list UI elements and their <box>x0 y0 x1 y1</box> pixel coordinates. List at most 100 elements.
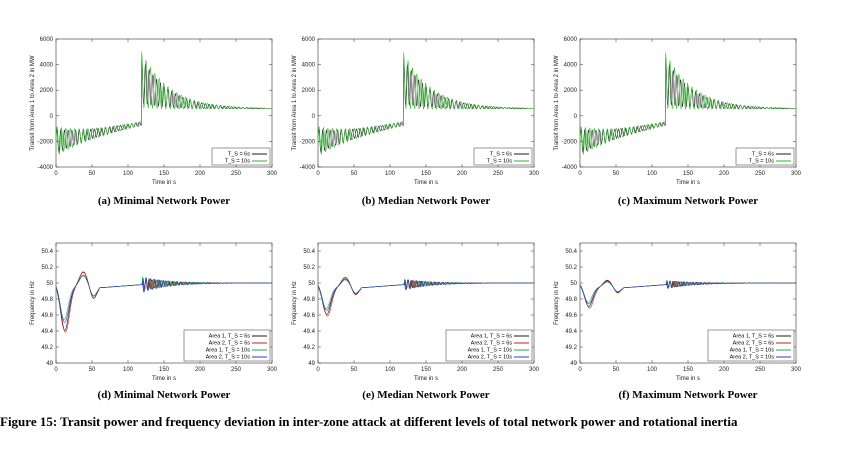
x-tick-label: 150 <box>159 367 170 373</box>
x-tick-label: 150 <box>683 367 694 373</box>
y-tick-label: 6000 <box>564 37 578 43</box>
y-tick-label: 0 <box>574 114 578 120</box>
legend-label: T_S = 6s <box>228 152 250 158</box>
x-tick-label: 0 <box>578 171 582 177</box>
y-tick-label: -2000 <box>300 139 316 145</box>
chart-f: 0 50 100 150 200 250 300 49 49.2 49.4 49.6 49.8 50 50… <box>554 242 802 401</box>
y-tick-label: 50.2 <box>41 265 53 271</box>
y-tick-label: 49.6 <box>565 313 577 319</box>
legend-label: T_S = 6s <box>490 152 512 158</box>
y-tick-label: 49.8 <box>41 297 53 303</box>
x-tick-label: 200 <box>719 171 730 177</box>
x-axis-label: Time in s <box>152 376 176 382</box>
legend-box <box>183 329 271 362</box>
chart-c: 0 50 100 150 200 250 300 -4000 -2000 0 2000 4000 600… <box>554 37 802 207</box>
x-axis-label: Time in s <box>414 376 438 382</box>
y-tick-label: 2000 <box>564 88 578 94</box>
y-tick-label: 49.8 <box>565 297 577 303</box>
x-tick-label: 250 <box>755 171 766 177</box>
legend-label: Area 2, T_S = 6s <box>733 341 775 347</box>
y-tick-label: 49.6 <box>303 313 315 319</box>
y-tick-label: 2000 <box>40 88 54 94</box>
x-tick-label: 250 <box>231 367 242 373</box>
x-tick-label: 300 <box>529 367 540 373</box>
legend-label: Area 2, T_S = 10s <box>206 355 251 361</box>
x-tick-label: 200 <box>457 367 468 373</box>
series-group <box>318 52 534 155</box>
y-tick-label: 50.4 <box>41 249 53 255</box>
chart-b: 0 50 100 150 200 250 300 -4000 -2000 0 2000 4000 600… <box>292 37 540 207</box>
x-tick-label: 100 <box>385 171 396 177</box>
y-tick-label: 49.2 <box>303 345 315 351</box>
legend-label: T_S = 6s <box>752 152 774 158</box>
legend-label: T_S = 10s <box>225 159 250 165</box>
x-tick-label: 250 <box>493 171 504 177</box>
series-group <box>56 271 272 333</box>
y-axis-label: Transit from Area 1 to Area 2 in MW <box>30 55 36 150</box>
y-tick-label: 50.4 <box>303 249 315 255</box>
figure-15: 0 50 100 150 200 250 300-4000-2000020004000600… <box>30 37 802 401</box>
x-tick-label: 100 <box>123 171 134 177</box>
y-tick-label: 50 <box>46 281 53 287</box>
series-group <box>318 277 534 317</box>
chart-d: 0 50 100 150 200 250 300 49 49.2 49.4 49.6 49.8 50 50… <box>30 242 278 401</box>
y-axis-label: Frequency in Hz <box>554 281 560 325</box>
x-tick-label: 150 <box>159 171 170 177</box>
y-tick-label: 0 <box>312 114 316 120</box>
x-tick-label: 300 <box>267 171 278 177</box>
x-tick-label: 50 <box>351 171 358 177</box>
x-tick-label: 100 <box>385 367 396 373</box>
series-line <box>318 279 534 311</box>
y-tick-label: 4000 <box>40 63 54 69</box>
x-tick-label: 50 <box>613 171 620 177</box>
y-axis-label: Frequency in Hz <box>292 281 298 325</box>
y-tick-label: 49.6 <box>41 313 53 319</box>
y-tick-label: -4000 <box>300 165 316 171</box>
x-tick-label: 300 <box>791 171 802 177</box>
y-tick-label: 49.4 <box>303 329 315 335</box>
x-tick-label: 150 <box>421 367 432 373</box>
x-tick-label: 200 <box>457 171 468 177</box>
y-tick-label: 50.4 <box>565 249 577 255</box>
y-tick-label: 0 <box>50 114 54 120</box>
x-tick-label: 150 <box>421 171 432 177</box>
subfigure-caption: (a) Minimal Network Power <box>98 195 230 207</box>
y-tick-label: -2000 <box>38 139 54 145</box>
y-tick-label: 4000 <box>564 63 578 69</box>
series-group <box>580 52 796 155</box>
y-tick-label: -4000 <box>562 165 578 171</box>
y-axis-label: Frequency in Hz <box>30 281 36 325</box>
series-line <box>580 279 796 309</box>
x-axis-label: Time in s <box>152 180 176 186</box>
x-tick-label: 50 <box>89 367 96 373</box>
series-line <box>56 57 272 153</box>
y-tick-label: 50.2 <box>565 265 577 271</box>
subfigure-caption: (c) Maximum Network Power <box>618 195 758 207</box>
legend-label: Area 1, T_S = 10s <box>206 348 251 354</box>
x-tick-label: 0 <box>316 367 320 373</box>
y-tick-label: 49.4 <box>41 329 53 335</box>
y-tick-label: 49.2 <box>565 345 577 351</box>
legend-label: Area 2, T_S = 10s <box>468 355 513 361</box>
x-tick-label: 150 <box>683 171 694 177</box>
x-tick-label: 100 <box>647 367 658 373</box>
subfigure-caption: (e) Median Network Power <box>362 389 489 401</box>
x-tick-label: 50 <box>89 171 96 177</box>
legend-label: Area 1, T_S = 10s <box>468 348 513 354</box>
y-tick-label: 6000 <box>302 37 316 43</box>
x-tick-label: 300 <box>529 171 540 177</box>
series-group <box>580 279 796 309</box>
y-tick-label: 6000 <box>40 37 54 43</box>
y-tick-label: 49 <box>570 361 577 367</box>
series-line <box>56 274 272 323</box>
y-tick-label: 2000 <box>302 88 316 94</box>
x-axis-label: Time in s <box>414 180 438 186</box>
legend-label: Area 1, T_S = 6s <box>209 334 251 340</box>
x-tick-label: 200 <box>719 367 730 373</box>
series-group <box>56 51 272 155</box>
y-tick-label: 49 <box>308 361 315 367</box>
y-tick-label: 49.4 <box>565 329 577 335</box>
y-tick-label: -2000 <box>562 139 578 145</box>
x-tick-label: 100 <box>647 171 658 177</box>
legend-label: Area 1, T_S = 10s <box>730 348 775 354</box>
